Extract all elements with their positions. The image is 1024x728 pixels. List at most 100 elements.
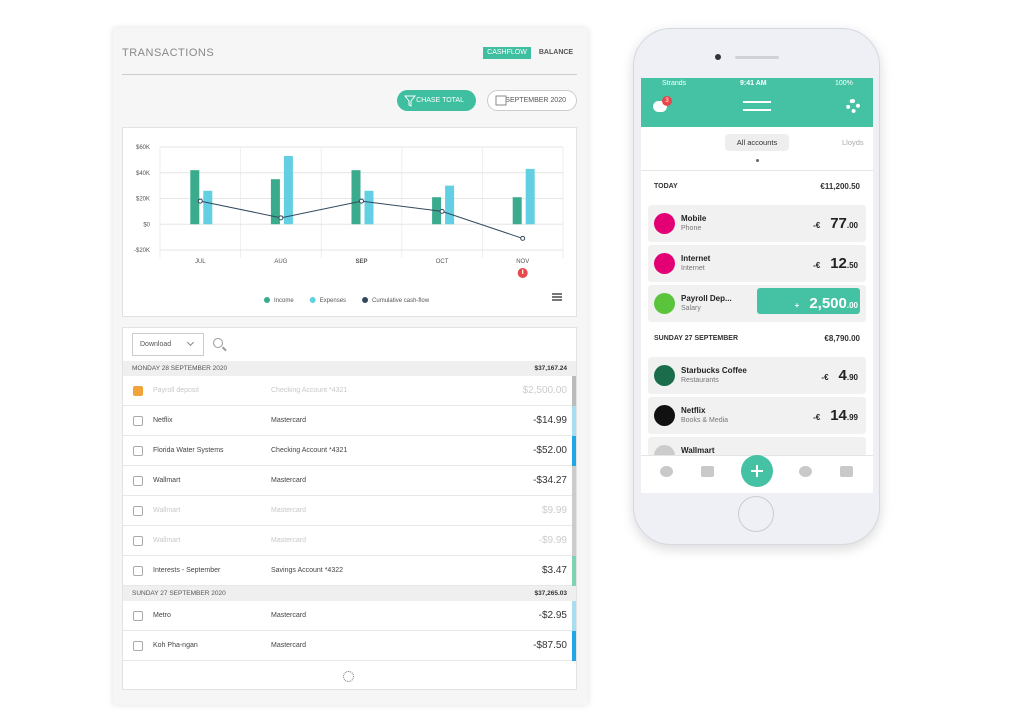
search-icon[interactable] [213, 338, 223, 348]
group-header [123, 586, 576, 601]
row-name: Wallmart [153, 537, 181, 544]
nav-icon[interactable] [701, 466, 714, 477]
line-point [439, 208, 445, 214]
row[interactable] [123, 601, 576, 631]
item-category: Books & Media [681, 417, 729, 424]
row-account: Mastercard [271, 612, 307, 619]
row-name: Florida Water Systems [153, 447, 224, 454]
group-header [123, 361, 576, 376]
tab[interactable]: BALANCE [538, 49, 574, 56]
legend-swatch [362, 297, 369, 303]
row-side-bar [572, 466, 576, 496]
row[interactable] [123, 496, 576, 526]
row-side-bar [572, 556, 576, 586]
row-account: Mastercard [271, 417, 307, 424]
table-card [122, 327, 577, 690]
bar [364, 190, 374, 225]
row-side-bar [572, 526, 576, 556]
chart: -$20K $0 $20K $40K $60K JUL AUG SEP OCT NOV Income… [134, 145, 564, 304]
list-header-total: €8,790.00 [824, 334, 860, 343]
nav-icon[interactable] [799, 466, 812, 477]
row-account: Checking Account *4321 [271, 447, 348, 454]
item-name: Internet [681, 254, 711, 263]
row-side-bar [572, 406, 576, 436]
list-item[interactable] [648, 397, 866, 434]
amount-whole: 12 [830, 255, 847, 272]
period-button[interactable]: SEPTEMBER 2020 [487, 90, 577, 111]
legend-label: Cumulative cash-flow [372, 298, 430, 304]
chat-icon[interactable] [653, 101, 667, 112]
row-icon [133, 446, 143, 456]
row-icon [133, 476, 143, 486]
line-point [278, 215, 284, 221]
item-amount: -€ 14.99 [813, 407, 858, 425]
phone-home-button[interactable] [738, 496, 774, 532]
account-tab[interactable]: Lloyds [842, 138, 864, 147]
row-amount: -$14.99 [533, 415, 567, 426]
download-select[interactable]: Download [132, 333, 204, 356]
row-amount: -$9.99 [538, 535, 567, 546]
row[interactable] [123, 631, 576, 661]
bar [270, 179, 280, 225]
list-item[interactable] [648, 357, 866, 394]
amount-sign: -€ [813, 413, 821, 422]
group-total: $37,265.03 [534, 590, 567, 597]
row-name: Metro [153, 612, 171, 619]
row[interactable] [123, 436, 576, 466]
item-name: Netflix [681, 406, 706, 415]
line-point [359, 198, 364, 204]
amount-whole: 4 [838, 367, 847, 384]
y-tick-label: $40K [136, 171, 150, 177]
bar [190, 170, 200, 225]
item-amount: +2,500.00 [795, 295, 858, 313]
list-item[interactable] [648, 245, 866, 282]
amount-sign: + [794, 301, 800, 310]
nav-icon[interactable] [660, 466, 673, 477]
row[interactable] [123, 466, 576, 496]
y-tick-label: $0 [143, 222, 150, 228]
shuffle-icon[interactable] [743, 101, 771, 111]
row-name: Payroll deposit [153, 387, 199, 394]
nav-icon[interactable] [840, 466, 853, 477]
settings-icon[interactable] [846, 99, 860, 113]
row[interactable] [123, 376, 576, 406]
tab-active[interactable]: CASHFLOW [483, 47, 531, 59]
x-tick-label: SEP [355, 259, 367, 265]
item-name: Mobile [681, 214, 707, 223]
bar [203, 190, 213, 225]
row-amount: $2,500.00 [522, 385, 568, 396]
amount-cents: .90 [846, 373, 858, 382]
item-amount: -€ 12.50 [813, 255, 858, 273]
row[interactable] [123, 556, 576, 586]
group-total: $37,167.24 [534, 365, 567, 372]
calendar-icon [495, 95, 507, 106]
x-tick-label: NOV [516, 259, 529, 265]
row-side-bar [572, 436, 576, 466]
list-header-label: SUNDAY 27 SEPTEMBER [654, 335, 739, 342]
y-tick-label: $60K [136, 145, 150, 151]
line-point [197, 198, 203, 204]
status-battery: 100% [835, 80, 853, 87]
phone-camera [715, 54, 721, 60]
row-account: Savings Account *4322 [271, 567, 343, 574]
x-tick-label: AUG [274, 259, 287, 265]
row-account: Mastercard [271, 642, 307, 649]
item-name: Payroll Dep... [681, 294, 732, 303]
list-icon [552, 293, 562, 295]
list-header-total: €11,200.50 [820, 182, 860, 191]
row[interactable] [123, 526, 576, 556]
list-header-label: TODAY [654, 183, 678, 190]
status-carrier: Strands [662, 80, 687, 87]
row-amount: -$87.50 [533, 640, 567, 651]
filter-button[interactable]: CHASE TOTAL [397, 90, 476, 111]
row-icon [133, 416, 143, 426]
legend-swatch [309, 297, 316, 303]
list-item[interactable] [648, 205, 866, 242]
filter-icon [404, 95, 416, 107]
account-tab-active[interactable]: All accounts [725, 134, 789, 151]
row-account: Mastercard [271, 537, 307, 544]
row[interactable] [123, 406, 576, 436]
bar [512, 197, 522, 225]
item-category: Internet [681, 265, 705, 272]
